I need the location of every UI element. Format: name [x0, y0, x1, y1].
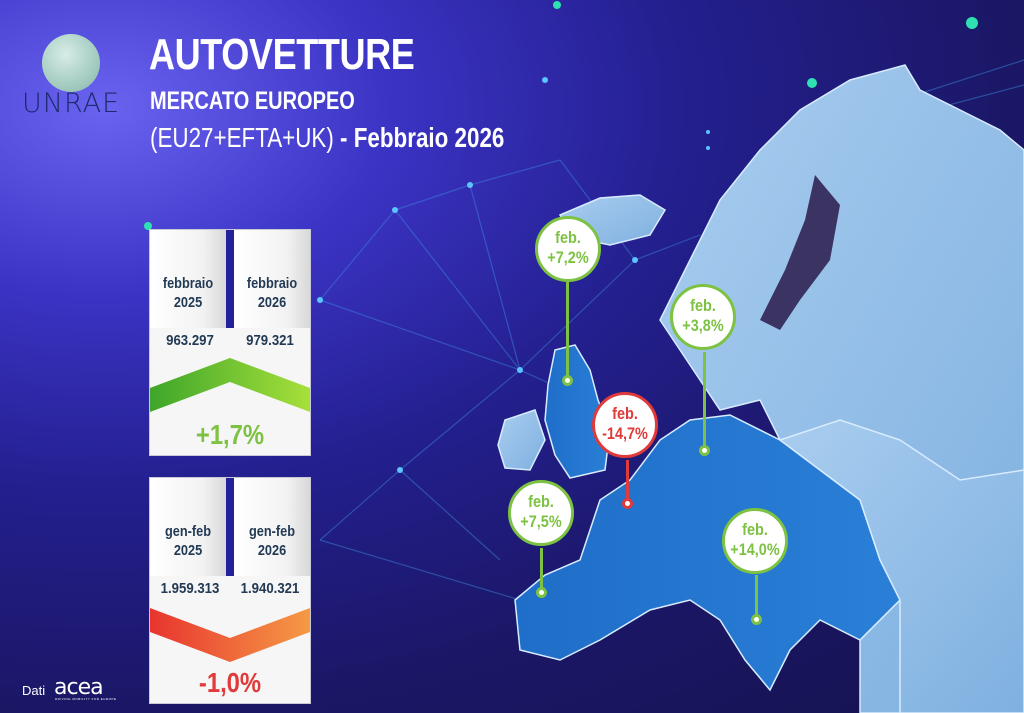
- ytd-col-2026: gen-feb 2026: [234, 478, 310, 576]
- ytd-change: -1,0%: [198, 667, 262, 698]
- monthly-value-2025: 963.297: [166, 332, 214, 349]
- period-label: - Febbraio 2026: [340, 122, 505, 153]
- ireland-shape: [497, 409, 546, 471]
- monthly-change: +1,7%: [195, 419, 265, 450]
- continent-shape: [514, 414, 901, 692]
- col-label-line2: 2026: [257, 294, 287, 311]
- down-chevron-icon: [150, 608, 310, 662]
- ytd-value-2026: 1.940.321: [240, 580, 300, 597]
- marker-label: feb.: [612, 404, 638, 423]
- region-period: (EU27+EFTA+UK) - Febbraio 2026: [150, 122, 504, 154]
- region-label: (EU27+EFTA+UK): [150, 122, 334, 153]
- marker-value: -14,7%: [602, 424, 648, 443]
- col-label-line1: febbraio: [162, 275, 214, 292]
- ytd-comparison-card: gen-feb 2025 gen-feb 2026 1.959.313 1.94…: [150, 478, 310, 703]
- marker-value: +14,0%: [730, 540, 780, 559]
- up-chevron-icon: [150, 358, 310, 412]
- marker-label: feb.: [690, 296, 716, 315]
- column-gap: [226, 230, 234, 328]
- marker-label: feb.: [528, 492, 554, 511]
- marker-value: +7,2%: [547, 248, 589, 267]
- logo-text: UNRAE: [22, 88, 121, 119]
- uk-shape: [544, 344, 611, 479]
- monthly-col-2026: febbraio 2026: [234, 230, 310, 328]
- acea-tagline: DRIVING MOBILITY FOR EUROPE: [55, 697, 117, 701]
- col-label-line2: 2025: [173, 542, 203, 559]
- ytd-col-2025: gen-feb 2025: [150, 478, 226, 576]
- marker-value: +3,8%: [682, 316, 724, 335]
- col-label-line1: gen-feb: [248, 523, 296, 540]
- monthly-comparison-card: febbraio 2025 febbraio 2026 963.297 979.…: [150, 230, 310, 455]
- source-label: Dati: [22, 683, 46, 698]
- globe-icon: [42, 34, 100, 92]
- marker-label: feb.: [742, 520, 768, 539]
- acea-logo: acea: [54, 675, 104, 700]
- page-subtitle: MERCATO EUROPEO: [150, 87, 355, 115]
- unrae-logo: UNRAE: [20, 32, 120, 122]
- monthly-col-2025: febbraio 2025: [150, 230, 226, 328]
- ytd-value-2025: 1.959.313: [160, 580, 220, 597]
- col-label-line1: febbraio: [246, 275, 298, 292]
- col-label-line1: gen-feb: [164, 523, 212, 540]
- col-label-line2: 2026: [257, 542, 287, 559]
- monthly-value-2026: 979.321: [246, 332, 294, 349]
- col-label-line2: 2025: [173, 294, 203, 311]
- column-gap: [226, 478, 234, 576]
- marker-value: +7,5%: [520, 512, 562, 531]
- marker-label: feb.: [555, 228, 581, 247]
- page-title: AUTOVETTURE: [149, 30, 415, 79]
